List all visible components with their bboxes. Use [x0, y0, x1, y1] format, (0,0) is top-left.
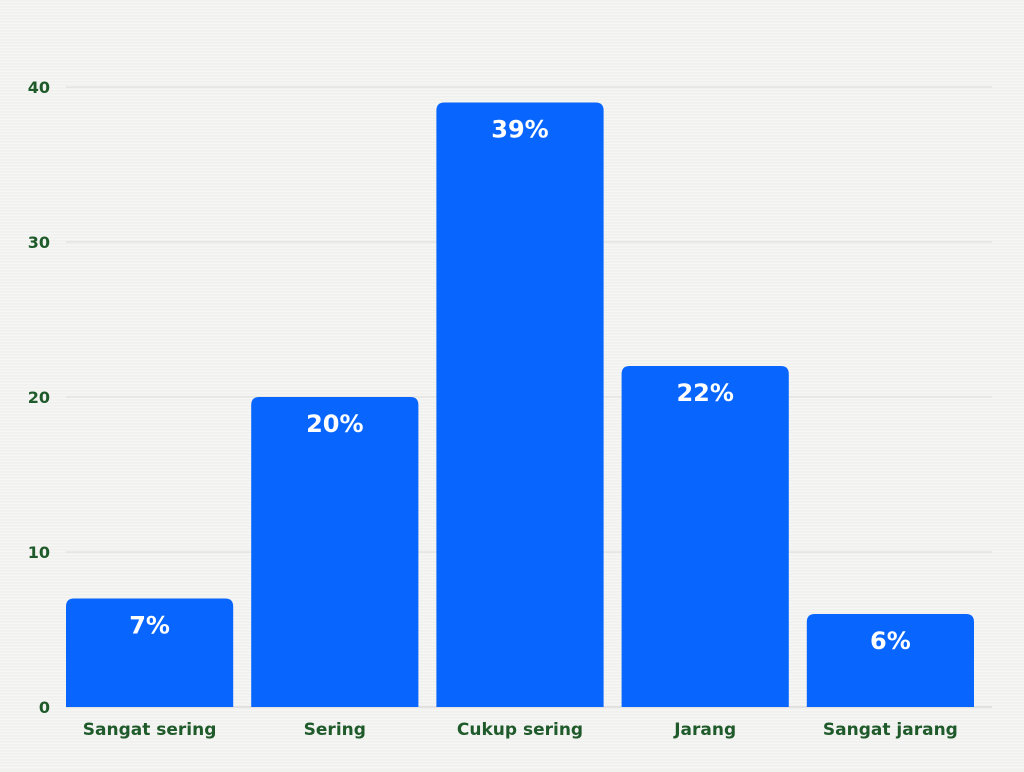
bar [436, 102, 604, 707]
y-axis-ticks: 0 10 20 30 40 [28, 78, 50, 717]
y-tick-label: 30 [28, 233, 50, 252]
bar [621, 366, 789, 707]
x-axis-ticks: Sangat sering Sering Cukup sering Jarang San… [83, 720, 958, 740]
y-tick-label: 0 [39, 698, 50, 717]
bar-value-label: 7% [129, 612, 170, 640]
x-tick-label: Sangat jarang [823, 720, 958, 740]
bar-value-label: 22% [676, 379, 733, 407]
bar [66, 598, 234, 707]
x-tick-label: Cukup sering [457, 720, 583, 740]
x-tick-label: Sangat sering [83, 720, 217, 740]
y-tick-label: 10 [28, 543, 50, 562]
bar-value-label: 20% [306, 410, 363, 438]
x-tick-label: Sering [304, 720, 366, 740]
data-labels: 7% 20% 39% 22% 6% [129, 116, 911, 656]
y-tick-label: 40 [28, 78, 50, 97]
y-tick-label: 20 [28, 388, 50, 407]
bar-value-label: 6% [870, 627, 911, 655]
bar [251, 397, 419, 707]
bar-value-label: 39% [491, 116, 548, 144]
bar [806, 614, 974, 707]
x-tick-label: Jarang [673, 720, 736, 740]
bars [66, 102, 974, 707]
